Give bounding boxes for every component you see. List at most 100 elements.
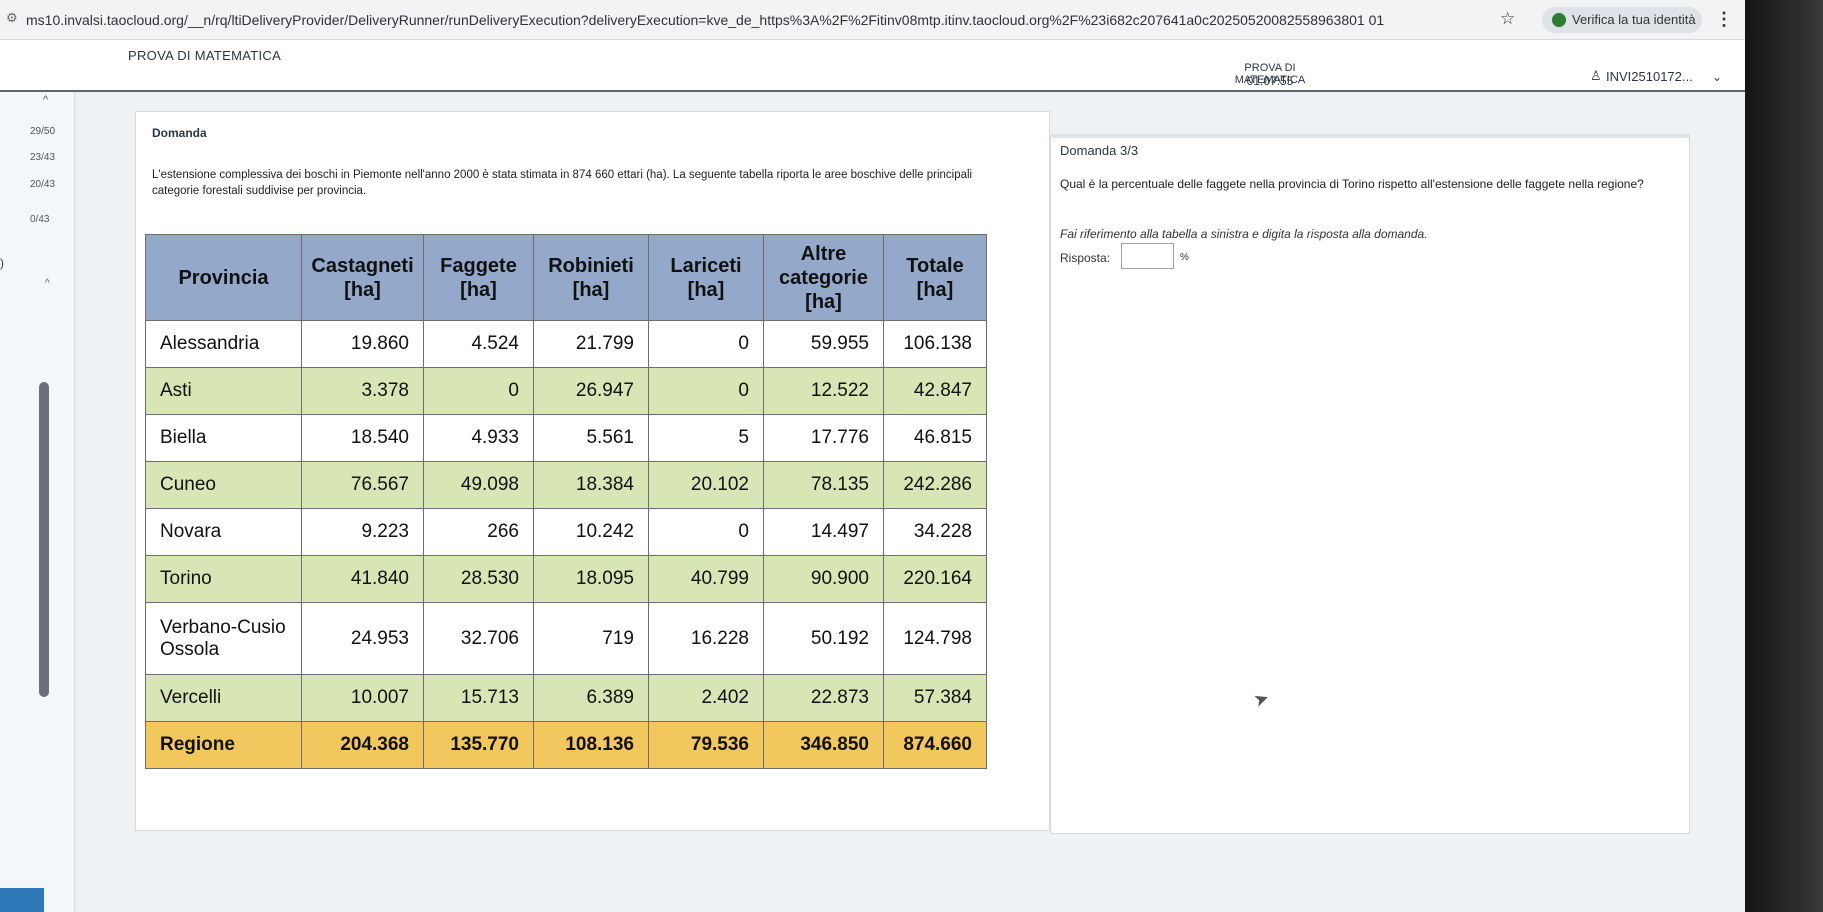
table-cell: 4.524 bbox=[423, 320, 534, 368]
site-settings-icon[interactable]: ⚙ bbox=[6, 10, 18, 25]
column-header-lariceti: Lariceti [ha] bbox=[648, 234, 764, 321]
table-cell: 5.561 bbox=[533, 414, 649, 462]
table-cell: 0 bbox=[423, 367, 534, 415]
column-header-provincia: Provincia bbox=[145, 234, 302, 321]
table-cell: 59.955 bbox=[763, 320, 884, 368]
browser-menu-icon[interactable]: ⋮ bbox=[1715, 9, 1733, 29]
app-header: PROVA DI MATEMATICA PROVA DI MATEMATICA … bbox=[0, 40, 1745, 92]
timer: 01:07:55 bbox=[1246, 74, 1294, 88]
chevron-up-icon[interactable]: ^ bbox=[43, 94, 49, 106]
table-cell: 9.223 bbox=[301, 508, 424, 556]
table-cell: 19.860 bbox=[301, 320, 424, 368]
stimulus-text: L'estensione complessiva dei boschi in P… bbox=[152, 169, 973, 197]
table-cell: 18.384 bbox=[533, 461, 649, 509]
user-icon: ♙ bbox=[1590, 68, 1602, 83]
browser-address-bar: ⚙ ms10.invalsi.taocloud.org/__n/rq/ltiDe… bbox=[0, 0, 1745, 40]
column-header-altre-categorie: Altre categorie [ha] bbox=[763, 234, 884, 321]
table-cell: 266 bbox=[423, 508, 534, 556]
user-id[interactable]: INVI2510172... bbox=[1606, 69, 1693, 84]
table-cell: 17.776 bbox=[763, 414, 884, 462]
question-instruction: Fai riferimento alla tabella a sinistra … bbox=[1060, 227, 1428, 241]
table-cell: 5 bbox=[648, 414, 764, 462]
table-cell: Verbano-Cusio Ossola bbox=[145, 602, 302, 675]
verify-identity-button[interactable]: Verifica la tua identità bbox=[1542, 7, 1702, 33]
table-cell: 32.706 bbox=[423, 602, 534, 675]
table-cell: 346.850 bbox=[763, 721, 884, 769]
table-cell: 20.102 bbox=[648, 461, 764, 509]
table-cell: 874.660 bbox=[883, 721, 987, 769]
table-cell: 57.384 bbox=[883, 674, 987, 722]
table-row-total: Regione 204.368 135.770 108.136 79.536 3… bbox=[145, 721, 987, 769]
table-cell: 108.136 bbox=[533, 721, 649, 769]
table-cell: 124.798 bbox=[883, 602, 987, 675]
table-cell: 24.953 bbox=[301, 602, 424, 675]
table-cell: 204.368 bbox=[301, 721, 424, 769]
table-cell: Regione bbox=[145, 721, 302, 769]
table-cell: 46.815 bbox=[883, 414, 987, 462]
table-cell: 0 bbox=[648, 320, 764, 368]
profile-icon bbox=[1552, 13, 1566, 27]
app-title: PROVA DI MATEMATICA bbox=[128, 48, 282, 63]
table-cell: Novara bbox=[145, 508, 302, 556]
sidebar-scrollbar[interactable] bbox=[39, 382, 49, 697]
table-cell: 220.164 bbox=[883, 555, 987, 603]
column-header-totale: Totale [ha] bbox=[883, 234, 987, 321]
table-cell: 49.098 bbox=[423, 461, 534, 509]
table-cell: 34.228 bbox=[883, 508, 987, 556]
table-cell: 106.138 bbox=[883, 320, 987, 368]
table-cell: 10.242 bbox=[533, 508, 649, 556]
url-text[interactable]: ms10.invalsi.taocloud.org/__n/rq/ltiDeli… bbox=[26, 12, 1385, 28]
table-cell: 26.947 bbox=[533, 367, 649, 415]
caret-up-icon[interactable]: ^ bbox=[45, 278, 50, 289]
column-header-robinieti: Robinieti [ha] bbox=[533, 234, 649, 321]
table-row: Biella 18.540 4.933 5.561 5 17.776 46.81… bbox=[145, 414, 987, 462]
stimulus-label: Domanda bbox=[152, 126, 207, 140]
table-cell: Alessandria bbox=[145, 320, 302, 368]
table-row: Torino 41.840 28.530 18.095 40.799 90.90… bbox=[145, 555, 987, 603]
question-text: Qual è la percentuale delle faggete nell… bbox=[1060, 177, 1644, 191]
table-cell: 78.135 bbox=[763, 461, 884, 509]
table-cell: 242.286 bbox=[883, 461, 987, 509]
table-cell: 42.847 bbox=[883, 367, 987, 415]
table-cell: 28.530 bbox=[423, 555, 534, 603]
sidebar-item-section-4[interactable]: 0/43 bbox=[30, 214, 50, 225]
table-cell: Biella bbox=[145, 414, 302, 462]
table-cell: Torino bbox=[145, 555, 302, 603]
answer-input[interactable] bbox=[1121, 243, 1174, 269]
table-cell: 18.540 bbox=[301, 414, 424, 462]
table-row: Vercelli 10.007 15.713 6.389 2.402 22.87… bbox=[145, 674, 987, 722]
table-cell: 18.095 bbox=[533, 555, 649, 603]
table-cell: 40.799 bbox=[648, 555, 764, 603]
column-header-castagneti: Castagneti [ha] bbox=[301, 234, 424, 321]
sidebar-edge-mark: ) bbox=[0, 256, 4, 270]
table-cell: 90.900 bbox=[763, 555, 884, 603]
table-cell: 16.228 bbox=[648, 602, 764, 675]
table-row: Asti 3.378 0 26.947 0 12.522 42.847 bbox=[145, 367, 987, 415]
table-cell: Vercelli bbox=[145, 674, 302, 722]
table-cell: 0 bbox=[648, 508, 764, 556]
sidebar-navigation: ^ 29/50 23/43 20/43 0/43 ) ^ bbox=[0, 92, 75, 912]
screen: ⚙ ms10.invalsi.taocloud.org/__n/rq/ltiDe… bbox=[0, 0, 1745, 912]
table-cell: 4.933 bbox=[423, 414, 534, 462]
bookmark-star-icon[interactable]: ☆ bbox=[1500, 9, 1516, 28]
chevron-down-icon[interactable]: ⌄ bbox=[1712, 70, 1723, 84]
sidebar-item-section-2[interactable]: 23/43 bbox=[30, 152, 56, 163]
table-cell: 2.402 bbox=[648, 674, 764, 722]
monitor-bezel bbox=[1745, 0, 1823, 912]
table-cell: 22.873 bbox=[763, 674, 884, 722]
table-cell: 79.536 bbox=[648, 721, 764, 769]
table-cell: 3.378 bbox=[301, 367, 424, 415]
table-cell: Asti bbox=[145, 367, 302, 415]
table-row: Alessandria 19.860 4.524 21.799 0 59.955… bbox=[145, 320, 987, 368]
test-title: PROVA DI MATEMATICA bbox=[1234, 62, 1306, 86]
sidebar-item-section-3[interactable]: 20/43 bbox=[30, 179, 56, 190]
table-cell: 76.567 bbox=[301, 461, 424, 509]
table-cell: 10.007 bbox=[301, 674, 424, 722]
sidebar-item-section-1[interactable]: 29/50 bbox=[30, 126, 56, 137]
table-row: Verbano-Cusio Ossola 24.953 32.706 719 1… bbox=[145, 602, 987, 675]
table-cell: 14.497 bbox=[763, 508, 884, 556]
answer-label: Risposta: bbox=[1060, 251, 1111, 265]
table-row: Cuneo 76.567 49.098 18.384 20.102 78.135… bbox=[145, 461, 987, 509]
sidebar-bottom-block bbox=[0, 888, 44, 912]
column-header-faggete: Faggete [ha] bbox=[423, 234, 534, 321]
